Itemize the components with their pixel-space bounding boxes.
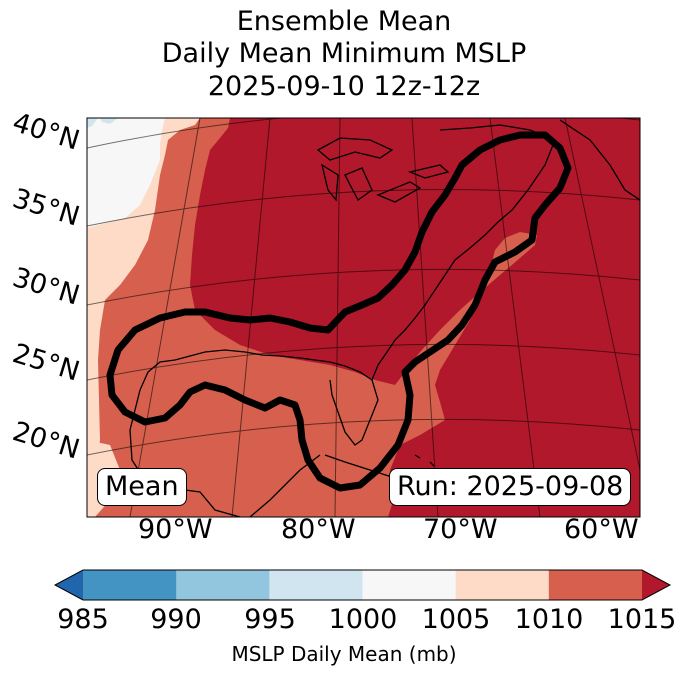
contour-1010 [106,131,572,492]
run-date-box: Run: 2025-09-08 [389,468,632,506]
colorbar-segment [269,570,363,600]
colorbar-extend-high [642,570,670,600]
title-line-3: 2025-09-10 12z-12z [207,71,481,102]
colorbar-tick: 1005 [421,604,491,635]
lon-label-80: 80°W [281,514,356,545]
colorbar-segment [83,570,177,600]
colorbar-tick: 1015 [607,604,677,635]
mean-label-box: Mean [97,468,187,506]
colorbar-outline [53,569,672,601]
colorbar-tick: 1000 [328,604,398,635]
colorbar-tick: 990 [150,604,202,635]
colorbar [53,569,672,601]
colorbar-label: MSLP Daily Mean (mb) [231,642,457,666]
colorbar-segment [455,570,550,600]
lon-label-70: 70°W [423,514,498,545]
region-near-white [87,118,165,228]
lon-label-90: 90°W [138,514,213,545]
region-red [87,118,537,517]
colorbar-tick: 985 [57,604,109,635]
title-line-1: Ensemble Mean [236,6,452,37]
colorbar-segment [362,570,457,600]
colorbar-segment [176,570,270,600]
region-light-blue [87,118,98,128]
title-line-2: Daily Mean Minimum MSLP [161,38,527,69]
lon-label-60: 60°W [564,514,639,545]
colorbar-tick: 1010 [514,604,584,635]
colorbar-tick: 995 [244,604,296,635]
colorbar-extend-low [55,570,83,600]
colorbar-segment [548,570,643,600]
